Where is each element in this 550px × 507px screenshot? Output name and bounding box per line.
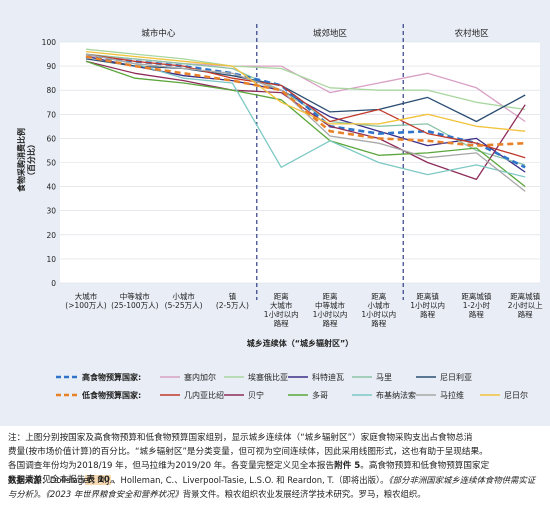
x-tick-label: 小城市 <box>368 300 391 310</box>
note-line-2: 费量(按市场价值计算)的百分比。“城乡辐射区”是分类变量，但可视为空间连续体，因… <box>8 447 488 457</box>
note-line-3: 各国调查年份均为2018/19 年，但马拉维为2019/20 年。各变量完整定义… <box>8 461 490 471</box>
series-line-high <box>85 58 526 123</box>
x-tick-label: 距离镇 <box>416 291 439 301</box>
y-tick-label: 60 <box>46 134 56 143</box>
legend-item-label: 马拉维 <box>440 390 464 400</box>
y-tick-label: 10 <box>46 255 56 264</box>
y-tick-label: 70 <box>46 110 56 119</box>
x-tick-label: 1小时以内 <box>410 300 445 310</box>
chart-legend: 高食物预算国家: 塞内加尔 埃塞俄比亚 科特迪瓦 马里 尼日利亚低食物预算国家: 几内亚比绍… <box>0 360 550 426</box>
series-line-low-avg <box>85 55 526 147</box>
x-tick-label: 路程 <box>469 309 484 319</box>
x-tick-label: (2-5万人) <box>216 301 249 310</box>
x-tick-label: 2小时以上 <box>508 300 543 310</box>
legend-item-label: 贝宁 <box>248 390 264 400</box>
region-label: 农村地区 <box>455 28 490 39</box>
x-tick-label: 距离 <box>274 291 289 301</box>
x-tick-label: 1小时以内 <box>313 309 348 319</box>
y-tick-label: 90 <box>46 62 56 71</box>
series-line-high <box>85 48 526 111</box>
legend-item-label: 科特迪瓦 <box>312 372 344 382</box>
y-axis-label: （百分比） <box>26 140 36 180</box>
source-note: 数据来源：Dolislager, M.J.、Holleman, C.、Liver… <box>8 475 536 499</box>
x-tick-label: (25-100万人) <box>111 301 158 310</box>
legend-group-label: 低食物预算国家: <box>81 390 141 400</box>
legend-item-label: 尼日利亚 <box>440 372 472 382</box>
x-tick-label: 路程 <box>323 318 338 328</box>
x-tick-label: 中等城市 <box>315 300 345 310</box>
legend-item-label: 几内亚比绍 <box>184 390 224 400</box>
x-tick-label: (>100万人) <box>65 301 107 310</box>
y-axis-label: 食物采购消费比例 <box>16 128 26 192</box>
x-tick-label: 大城市 <box>270 300 293 310</box>
series-line-low <box>85 60 526 181</box>
chart-figure: 0 10 20 30 40 50 60 70 80 90 100 城市中心 城郊地区 农村地区食物采购消费… <box>0 0 550 360</box>
y-tick-label: 30 <box>46 207 56 216</box>
x-tick-label: 路程 <box>420 309 435 319</box>
y-tick-label: 80 <box>46 86 56 95</box>
series-line-low <box>85 60 526 188</box>
x-tick-label: 距离 <box>371 291 386 301</box>
legend-group-label: 高食物预算国家: <box>82 372 141 382</box>
x-tick-label: 距离城镇 <box>461 291 491 301</box>
y-tick-label: 40 <box>46 183 56 192</box>
x-tick-label: 中等城市 <box>120 291 150 301</box>
source-italic: 《部分非洲国家城乡连续体食物供需实证与分析》 <box>8 475 536 499</box>
x-tick-label: 路程 <box>371 318 386 328</box>
legend-item-label: 马里 <box>376 373 392 382</box>
note-line-4: 义和清单见全本报告表 10。 <box>8 475 120 485</box>
series-line-low <box>85 50 526 132</box>
legend-item-label: 塞内加尔 <box>184 372 216 382</box>
x-tick-label: 镇 <box>229 291 237 301</box>
x-tick-label: 大城市 <box>75 291 98 301</box>
y-tick-label: 50 <box>46 159 56 168</box>
x-tick-label: 1-2小时 <box>463 300 491 310</box>
legend-item-label: 布基纳法索 <box>376 390 416 400</box>
source-text: Dolislager, M.J.、Holleman, C.、Liverpool-… <box>49 475 389 485</box>
x-tick-label: 距离城镇 <box>510 291 540 301</box>
x-tick-label: (5-25万人) <box>165 301 203 310</box>
line-chart: 0 10 20 30 40 50 60 70 80 90 100 城市中心 城郊地区 农村地区食物采购消费… <box>16 24 543 348</box>
y-tick-label: 100 <box>42 38 57 47</box>
legend-item-label: 埃塞俄比亚 <box>248 372 288 382</box>
x-tick-label: 小城市 <box>172 291 195 301</box>
legend-item-label: 多哥 <box>312 390 328 400</box>
region-label: 城市中心 <box>141 28 176 39</box>
x-tick-label: 路程 <box>518 309 533 319</box>
x-tick-label: 路程 <box>274 318 289 328</box>
source-label: 数据来源： <box>8 475 50 485</box>
region-label: 城郊地区 <box>313 28 348 39</box>
chart-note: 注：上图分别按国家及高食物预算和低食物预算国家组别，显示城乡连续体（“城乡辐射区… <box>8 431 542 487</box>
note-line-1: 注：上图分别按国家及高食物预算和低食物预算国家组别，显示城乡连续体（“城乡辐射区… <box>8 433 473 443</box>
legend-item-label: 尼日尔 <box>504 390 528 400</box>
series-line-low <box>85 53 526 159</box>
y-tick-label: 20 <box>46 231 56 240</box>
y-tick-label: 0 <box>51 279 56 288</box>
x-axis-label: 城乡连续体（“城乡辐射区”） <box>247 338 354 348</box>
x-tick-label: 1小时以内 <box>361 309 396 319</box>
x-tick-label: 距离 <box>323 291 338 301</box>
x-tick-label: 1小时以内 <box>264 309 299 319</box>
source-italic-2: 《2023 年世界粮食安全和营养状况》 <box>45 489 183 499</box>
